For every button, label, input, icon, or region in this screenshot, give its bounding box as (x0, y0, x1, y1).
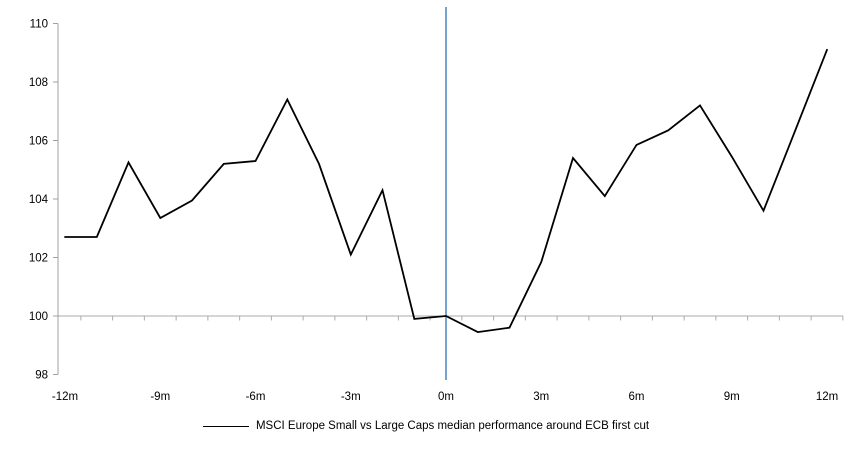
y-axis-tick-label: 100 (29, 311, 48, 323)
y-axis-tick-label: 104 (29, 194, 49, 206)
legend: MSCI Europe Small vs Large Caps median p… (0, 416, 852, 436)
x-axis-tick-label: -12m (52, 391, 78, 403)
legend-line-marker (202, 425, 249, 427)
x-axis-tick-label: 0m (438, 391, 454, 403)
x-axis-tick-label: 12m (816, 391, 838, 403)
y-axis-tick-label: 98 (35, 370, 48, 382)
y-axis-tick-label: 106 (29, 136, 48, 148)
y-axis-tick-label: 110 (30, 19, 48, 31)
x-axis-tick-label: -9m (150, 391, 170, 403)
series-line-msci (64, 48, 828, 334)
x-axis-tick-label: 6m (629, 391, 645, 403)
y-axis-tick-label: 102 (29, 253, 48, 265)
y-axis-tick-label: 108 (29, 77, 48, 89)
x-axis-tick-label: 3m (533, 391, 549, 403)
x-axis-tick-label: -6m (246, 391, 266, 403)
x-axis-tick-label: 9m (724, 391, 740, 403)
x-axis-tick-label: -3m (341, 391, 361, 403)
legend-label: MSCI Europe Small vs Large Caps median p… (255, 420, 650, 432)
